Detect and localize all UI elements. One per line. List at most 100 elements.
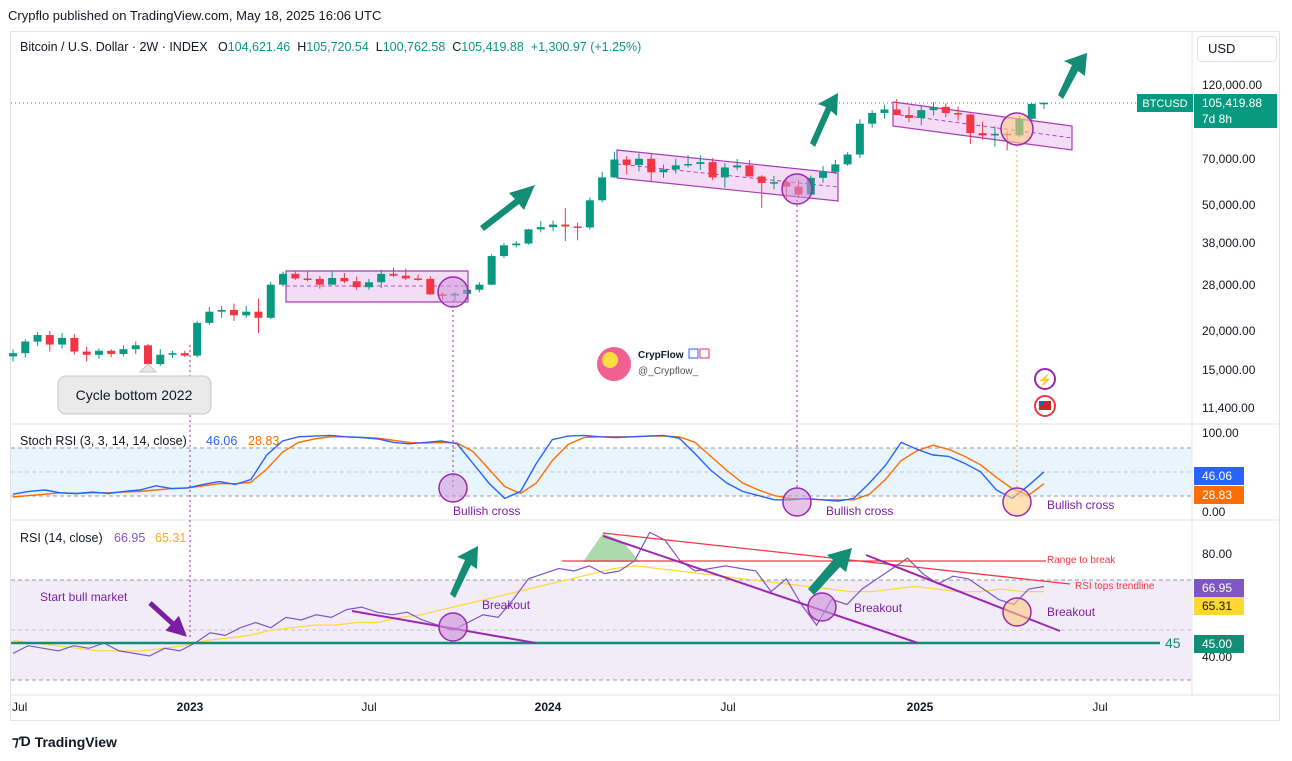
circle-rsi-3[interactable]	[1002, 597, 1032, 627]
candle-body[interactable]	[303, 278, 312, 280]
candle-body[interactable]	[904, 115, 913, 118]
candle-body[interactable]	[180, 353, 189, 356]
candle-body[interactable]	[217, 309, 226, 312]
candle-body[interactable]	[107, 350, 116, 354]
candle-body[interactable]	[266, 284, 275, 318]
rsi-title[interactable]: RSI (14, close)	[20, 531, 103, 545]
candle-body[interactable]	[536, 227, 545, 230]
candle-body[interactable]	[377, 273, 386, 283]
arrow-up-2025[interactable]	[1058, 53, 1087, 99]
candle-body[interactable]	[487, 256, 496, 285]
candle-body[interactable]	[193, 322, 202, 356]
candle-body[interactable]	[549, 224, 558, 228]
candle-body[interactable]	[954, 113, 963, 115]
candle-body[interactable]	[45, 335, 54, 345]
rsi-ma-line[interactable]	[12, 565, 1044, 652]
candle-body[interactable]	[328, 278, 337, 285]
candle-body[interactable]	[1040, 102, 1048, 105]
candle-body[interactable]	[364, 282, 373, 288]
candle-body[interactable]	[929, 106, 938, 111]
candle-body[interactable]	[622, 159, 631, 165]
circle-price-2[interactable]	[781, 173, 813, 205]
candle-body[interactable]	[512, 243, 521, 246]
candle-body[interactable]	[9, 353, 17, 357]
candle-body[interactable]	[33, 335, 42, 342]
rsi-breakout-line-2[interactable]	[602, 535, 919, 644]
candle-body[interactable]	[634, 158, 643, 165]
candle-body[interactable]	[561, 224, 570, 227]
candle-body[interactable]	[279, 273, 288, 285]
candle-body[interactable]	[610, 159, 619, 178]
candle-body[interactable]	[401, 275, 410, 279]
candle-body[interactable]	[94, 350, 103, 355]
candle-body[interactable]	[757, 176, 766, 183]
stoch-k-line[interactable]	[12, 434, 1045, 502]
circle-rsi-2[interactable]	[807, 592, 837, 622]
candle-body[interactable]	[647, 158, 656, 173]
candle-body[interactable]	[720, 167, 729, 178]
candle-body[interactable]	[229, 309, 238, 316]
tradingview-logo[interactable]: ⁊Ɗ TradingView	[12, 733, 117, 750]
arrow-up-2024[interactable]	[810, 93, 838, 147]
candle-body[interactable]	[990, 133, 999, 136]
candle-body[interactable]	[684, 163, 693, 166]
candle-body[interactable]	[585, 200, 594, 228]
stoch-title[interactable]: Stoch RSI (3, 3, 14, 14, close)	[20, 434, 187, 448]
arrow-up-2023[interactable]	[480, 185, 535, 231]
candle-body[interactable]	[831, 164, 840, 172]
candle-body[interactable]	[819, 171, 828, 178]
candle-body[interactable]	[855, 123, 864, 155]
circle-stoch-2[interactable]	[782, 487, 812, 517]
circle-rsi-1[interactable]	[438, 612, 468, 642]
candle-body[interactable]	[242, 311, 251, 316]
candle-body[interactable]	[156, 354, 165, 365]
candle-body[interactable]	[941, 106, 950, 114]
arrow-rsi-1[interactable]	[450, 546, 478, 598]
candle-body[interactable]	[21, 341, 30, 354]
circle-price-1[interactable]	[437, 276, 469, 308]
currency-selector[interactable]: USD	[1197, 36, 1277, 62]
candle-body[interactable]	[671, 165, 680, 170]
circle-stoch-3[interactable]	[1002, 487, 1032, 517]
candle-body[interactable]	[82, 351, 91, 355]
candle-body[interactable]	[966, 114, 975, 134]
candle-body[interactable]	[254, 311, 263, 318]
rsi-line[interactable]	[12, 531, 1045, 657]
candle-body[interactable]	[917, 110, 926, 118]
candle-body[interactable]	[708, 162, 717, 178]
candle-body[interactable]	[733, 165, 742, 168]
candle-body[interactable]	[168, 353, 177, 355]
candle-body[interactable]	[389, 273, 398, 276]
candle-body[interactable]	[1027, 103, 1036, 119]
circle-price-3[interactable]	[1000, 112, 1034, 146]
candle-body[interactable]	[144, 345, 153, 365]
candle-body[interactable]	[573, 226, 582, 228]
candle-body[interactable]	[58, 337, 67, 345]
candle-body[interactable]	[119, 349, 128, 354]
candle-body[interactable]	[745, 165, 754, 177]
candle-body[interactable]	[475, 284, 484, 290]
candle-body[interactable]	[598, 177, 607, 201]
circle-stoch-1[interactable]	[438, 473, 468, 503]
candle-body[interactable]	[769, 182, 778, 184]
candle-body[interactable]	[291, 273, 300, 279]
candle-body[interactable]	[205, 311, 214, 323]
candle-body[interactable]	[659, 169, 668, 173]
candle-body[interactable]	[131, 345, 140, 350]
candle-body[interactable]	[70, 337, 79, 352]
start-bull-arrow[interactable]	[148, 601, 187, 637]
candle-body[interactable]	[352, 281, 361, 288]
arrow-rsi-2[interactable]	[808, 548, 852, 595]
candle-body[interactable]	[414, 278, 423, 280]
candle-body[interactable]	[499, 245, 508, 257]
candle-body[interactable]	[978, 133, 987, 136]
candle-body[interactable]	[868, 112, 877, 124]
candle-body[interactable]	[696, 162, 705, 164]
symbol-name[interactable]: Bitcoin / U.S. Dollar · 2W · INDEX	[20, 40, 208, 54]
candle-body[interactable]	[843, 154, 852, 165]
candle-body[interactable]	[524, 229, 533, 244]
cycle-bottom-callout[interactable]	[57, 375, 212, 415]
candle-body[interactable]	[315, 278, 324, 285]
candle-body[interactable]	[892, 109, 901, 116]
